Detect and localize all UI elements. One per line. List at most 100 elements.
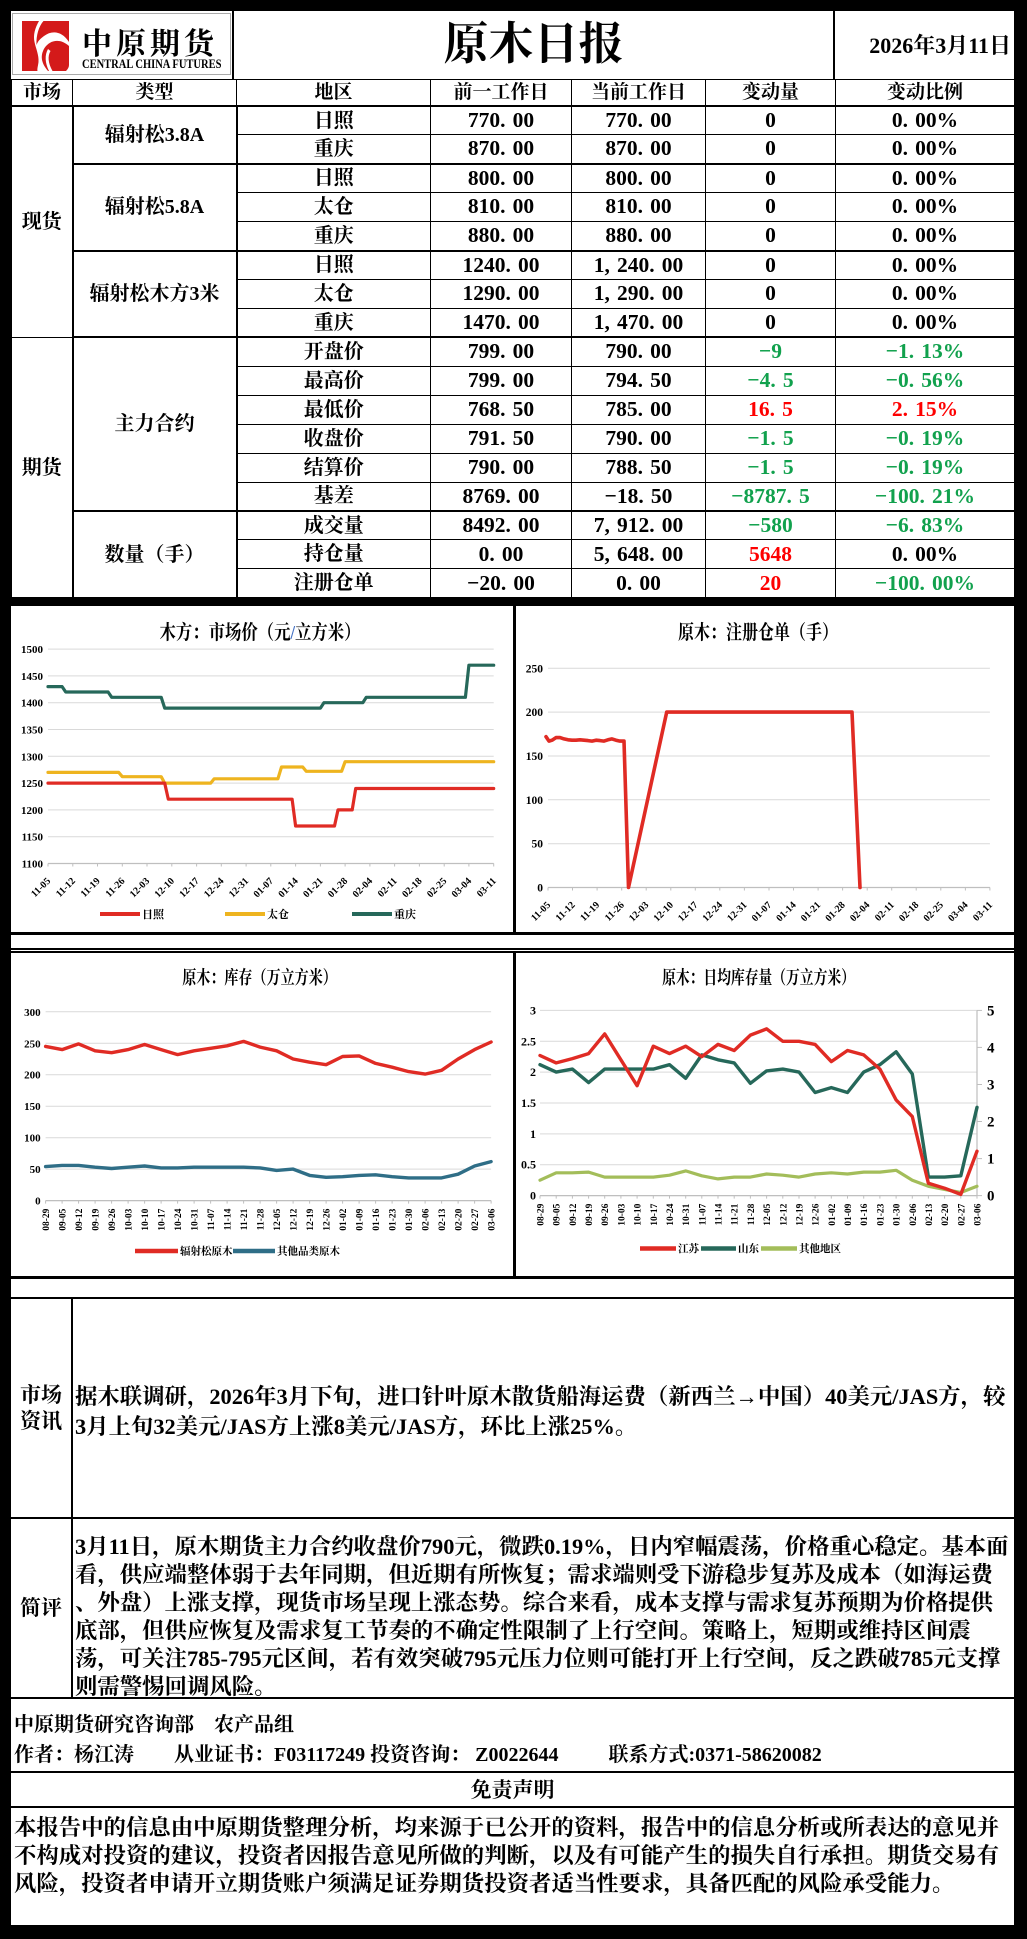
svg-text:01-07: 01-07 bbox=[750, 900, 774, 924]
svg-text:02-04: 02-04 bbox=[848, 900, 872, 924]
svg-text:100: 100 bbox=[526, 795, 544, 807]
svg-text:08-29: 08-29 bbox=[537, 1203, 547, 1225]
svg-text:02-06: 02-06 bbox=[909, 1203, 919, 1225]
svg-text:01-30: 01-30 bbox=[405, 1208, 415, 1230]
svg-text:1450: 1450 bbox=[21, 671, 44, 683]
svg-text:03-04: 03-04 bbox=[450, 876, 474, 900]
svg-text:02-25: 02-25 bbox=[922, 900, 946, 924]
svg-text:10-03: 10-03 bbox=[125, 1208, 135, 1230]
svg-text:10-24: 10-24 bbox=[174, 1208, 184, 1230]
svg-text:03-06: 03-06 bbox=[974, 1203, 984, 1225]
svg-text:2: 2 bbox=[530, 1065, 536, 1079]
svg-text:12-10: 12-10 bbox=[652, 900, 676, 924]
svg-text:11-05: 11-05 bbox=[29, 876, 53, 900]
svg-text:10-31: 10-31 bbox=[191, 1208, 201, 1230]
svg-text:11-21: 11-21 bbox=[240, 1208, 250, 1230]
svg-text:2.5: 2.5 bbox=[521, 1034, 536, 1048]
svg-text:09-19: 09-19 bbox=[585, 1203, 595, 1225]
svg-text:原木：日均库存量（万立方米）: 原木：日均库存量（万立方米） bbox=[662, 967, 855, 989]
svg-text:1150: 1150 bbox=[22, 832, 44, 844]
svg-text:山东: 山东 bbox=[738, 1242, 760, 1255]
svg-text:09-12: 09-12 bbox=[569, 1203, 579, 1225]
svg-text:其他品类原木: 其他品类原木 bbox=[277, 1245, 340, 1258]
svg-text:10-10: 10-10 bbox=[141, 1208, 151, 1230]
svg-text:03-11: 03-11 bbox=[971, 900, 995, 924]
svg-text:01-14: 01-14 bbox=[276, 876, 300, 900]
svg-text:1: 1 bbox=[987, 1152, 995, 1168]
svg-text:200: 200 bbox=[24, 1070, 41, 1082]
svg-text:日照: 日照 bbox=[142, 908, 165, 921]
svg-text:12-24: 12-24 bbox=[701, 900, 725, 924]
svg-text:1350: 1350 bbox=[21, 725, 44, 737]
svg-text:01-21: 01-21 bbox=[301, 876, 325, 900]
svg-text:12-31: 12-31 bbox=[227, 876, 251, 900]
svg-text:5: 5 bbox=[987, 1003, 995, 1019]
svg-text:02-13: 02-13 bbox=[438, 1208, 448, 1230]
svg-text:01-23: 01-23 bbox=[389, 1208, 399, 1230]
svg-text:10-24: 10-24 bbox=[666, 1203, 676, 1225]
svg-text:1400: 1400 bbox=[21, 698, 44, 710]
svg-text:12-26: 12-26 bbox=[323, 1208, 333, 1230]
svg-text:50: 50 bbox=[532, 839, 544, 851]
svg-text:11-21: 11-21 bbox=[731, 1203, 741, 1225]
svg-text:03-04: 03-04 bbox=[946, 900, 970, 924]
svg-text:01-09: 01-09 bbox=[356, 1208, 366, 1230]
svg-text:100: 100 bbox=[24, 1133, 41, 1145]
svg-text:12-17: 12-17 bbox=[676, 900, 700, 924]
svg-text:11-28: 11-28 bbox=[747, 1203, 757, 1225]
svg-text:08-29: 08-29 bbox=[42, 1208, 52, 1230]
svg-text:01-23: 01-23 bbox=[876, 1203, 886, 1225]
svg-text:01-09: 01-09 bbox=[844, 1203, 854, 1225]
svg-text:11-12: 11-12 bbox=[554, 900, 578, 924]
svg-text:11-05: 11-05 bbox=[529, 900, 553, 924]
svg-text:12-31: 12-31 bbox=[725, 900, 749, 924]
svg-text:3: 3 bbox=[530, 1003, 536, 1017]
svg-text:01-02: 01-02 bbox=[828, 1203, 838, 1225]
svg-text:重庆: 重庆 bbox=[394, 907, 416, 921]
svg-text:250: 250 bbox=[526, 663, 544, 675]
svg-text:12-26: 12-26 bbox=[812, 1203, 822, 1225]
svg-text:12-05: 12-05 bbox=[273, 1208, 283, 1230]
svg-text:09-26: 09-26 bbox=[108, 1208, 118, 1230]
svg-text:1: 1 bbox=[530, 1127, 536, 1141]
svg-text:01-21: 01-21 bbox=[799, 900, 823, 924]
svg-text:1500: 1500 bbox=[21, 644, 44, 656]
svg-text:02-13: 02-13 bbox=[925, 1203, 935, 1225]
svg-text:11-14: 11-14 bbox=[715, 1203, 725, 1225]
svg-text:12-03: 12-03 bbox=[627, 900, 651, 924]
svg-text:01-14: 01-14 bbox=[774, 900, 798, 924]
svg-text:10-03: 10-03 bbox=[617, 1203, 627, 1225]
svg-text:01-16: 01-16 bbox=[372, 1208, 382, 1230]
svg-text:0: 0 bbox=[987, 1189, 995, 1205]
svg-text:10-10: 10-10 bbox=[634, 1203, 644, 1225]
svg-text:12-12: 12-12 bbox=[290, 1208, 300, 1230]
svg-text:11-19: 11-19 bbox=[578, 900, 602, 924]
svg-text:12-12: 12-12 bbox=[779, 1203, 789, 1225]
svg-text:01-02: 01-02 bbox=[339, 1208, 349, 1230]
svg-text:02-18: 02-18 bbox=[400, 876, 424, 900]
svg-text:11-19: 11-19 bbox=[79, 876, 103, 900]
svg-text:10-17: 10-17 bbox=[158, 1208, 168, 1230]
svg-text:01-28: 01-28 bbox=[823, 900, 847, 924]
svg-text:12-05: 12-05 bbox=[763, 1203, 773, 1225]
svg-text:02-25: 02-25 bbox=[425, 876, 449, 900]
svg-text:12-19: 12-19 bbox=[306, 1208, 316, 1230]
svg-text:250: 250 bbox=[24, 1038, 41, 1050]
svg-text:其他地区: 其他地区 bbox=[799, 1242, 841, 1255]
svg-text:辐射松原木: 辐射松原木 bbox=[180, 1245, 233, 1258]
svg-text:03-11: 03-11 bbox=[475, 876, 499, 900]
svg-text:原木：注册仓单（手）: 原木：注册仓单（手） bbox=[678, 621, 838, 643]
svg-text:11-26: 11-26 bbox=[104, 876, 128, 900]
svg-text:木方：市场价（元/立方米）: 木方：市场价（元/立方米） bbox=[159, 622, 360, 644]
svg-text:02-11: 02-11 bbox=[376, 876, 400, 900]
svg-text:01-07: 01-07 bbox=[252, 876, 276, 900]
svg-text:3: 3 bbox=[987, 1078, 995, 1094]
svg-text:01-28: 01-28 bbox=[326, 876, 350, 900]
svg-text:0.5: 0.5 bbox=[521, 1158, 536, 1172]
svg-text:02-20: 02-20 bbox=[455, 1208, 465, 1230]
svg-text:01-16: 01-16 bbox=[860, 1203, 870, 1225]
svg-text:11-12: 11-12 bbox=[54, 876, 78, 900]
svg-text:02-27: 02-27 bbox=[471, 1208, 481, 1230]
svg-text:12-03: 12-03 bbox=[128, 876, 152, 900]
svg-text:10-31: 10-31 bbox=[682, 1203, 692, 1225]
